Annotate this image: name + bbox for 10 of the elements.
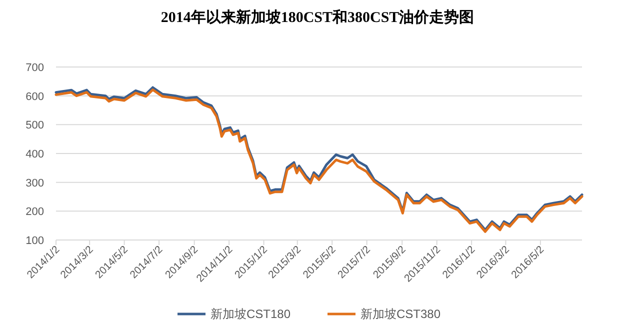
legend-label: 新加坡CST380 [360, 307, 441, 321]
legend-label: 新加坡CST180 [210, 307, 291, 321]
y-tick-label: 400 [26, 148, 44, 160]
y-tick-label: 200 [26, 206, 44, 218]
y-tick-label: 600 [26, 90, 44, 103]
y-tick-label: 300 [26, 177, 44, 190]
y-tick-label: 100 [26, 235, 44, 247]
y-tick-label: 700 [26, 62, 44, 74]
chart-title: 2014年以来新加坡180CST和380CST油价走势图 [160, 8, 474, 26]
y-tick-label: 500 [26, 120, 44, 132]
